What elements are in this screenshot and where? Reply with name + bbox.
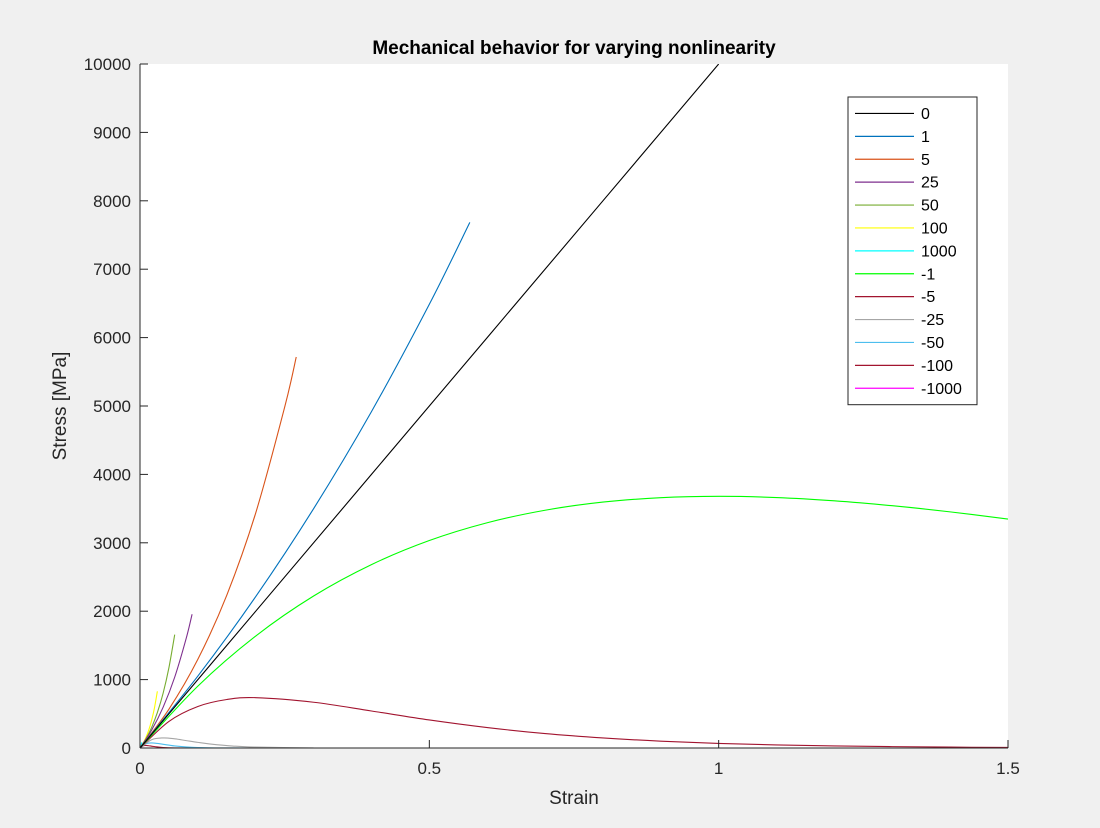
series-line-1 <box>140 222 471 748</box>
y-tick-label: 3000 <box>93 534 131 553</box>
legend-label: -5 <box>921 289 935 306</box>
legend-label: 100 <box>921 220 948 237</box>
y-tick-label: 0 <box>122 739 131 758</box>
y-tick-label: 1000 <box>93 671 131 690</box>
x-tick-label: 0.5 <box>418 759 442 778</box>
series-line-0 <box>140 64 720 748</box>
series-line-neg1 <box>140 495 1008 748</box>
y-tick-label: 7000 <box>93 260 131 279</box>
series-line-neg25 <box>140 737 314 748</box>
y-tick-label: 8000 <box>93 192 131 211</box>
y-tick-label: 2000 <box>93 602 131 621</box>
y-tick-label: 6000 <box>93 329 131 348</box>
axes-layer: 0 0.5 1 1.501000200030004000500060007000800… <box>84 55 1020 778</box>
x-tick-label: 0 <box>135 759 144 778</box>
legend-label: -50 <box>921 335 944 352</box>
legend-label: -100 <box>921 358 953 375</box>
legend-label: 25 <box>921 175 939 192</box>
legend-label: 50 <box>921 198 939 215</box>
series-layer <box>140 64 1008 748</box>
legend-label: 1000 <box>921 243 957 260</box>
series-line-neg5 <box>140 696 1008 748</box>
series-line-5 <box>140 356 297 748</box>
legend-label: -1 <box>921 266 935 283</box>
series-line-25 <box>140 614 193 748</box>
legend-label: 0 <box>921 106 930 123</box>
legend: 0 1 5 25 50 100 1000 -1 -5 -25 -50 -100 -1000 <box>847 96 978 406</box>
legend-label: -25 <box>921 312 944 329</box>
legend-label: 5 <box>921 152 930 169</box>
y-tick-label: 5000 <box>93 397 131 416</box>
legend-label: -1000 <box>921 381 962 398</box>
x-tick-label: 1 <box>714 759 723 778</box>
legend-label: 1 <box>921 129 930 146</box>
y-tick-label: 4000 <box>93 465 131 484</box>
x-tick-label: 1.5 <box>996 759 1020 778</box>
chart-title: Mechanical behavior for varying nonlinea… <box>372 38 776 59</box>
y-tick-label: 9000 <box>93 123 131 142</box>
x-axis-title: Strain <box>549 788 599 809</box>
y-axis-title: Stress [MPa] <box>50 352 71 461</box>
y-tick-label: 10000 <box>84 55 131 74</box>
